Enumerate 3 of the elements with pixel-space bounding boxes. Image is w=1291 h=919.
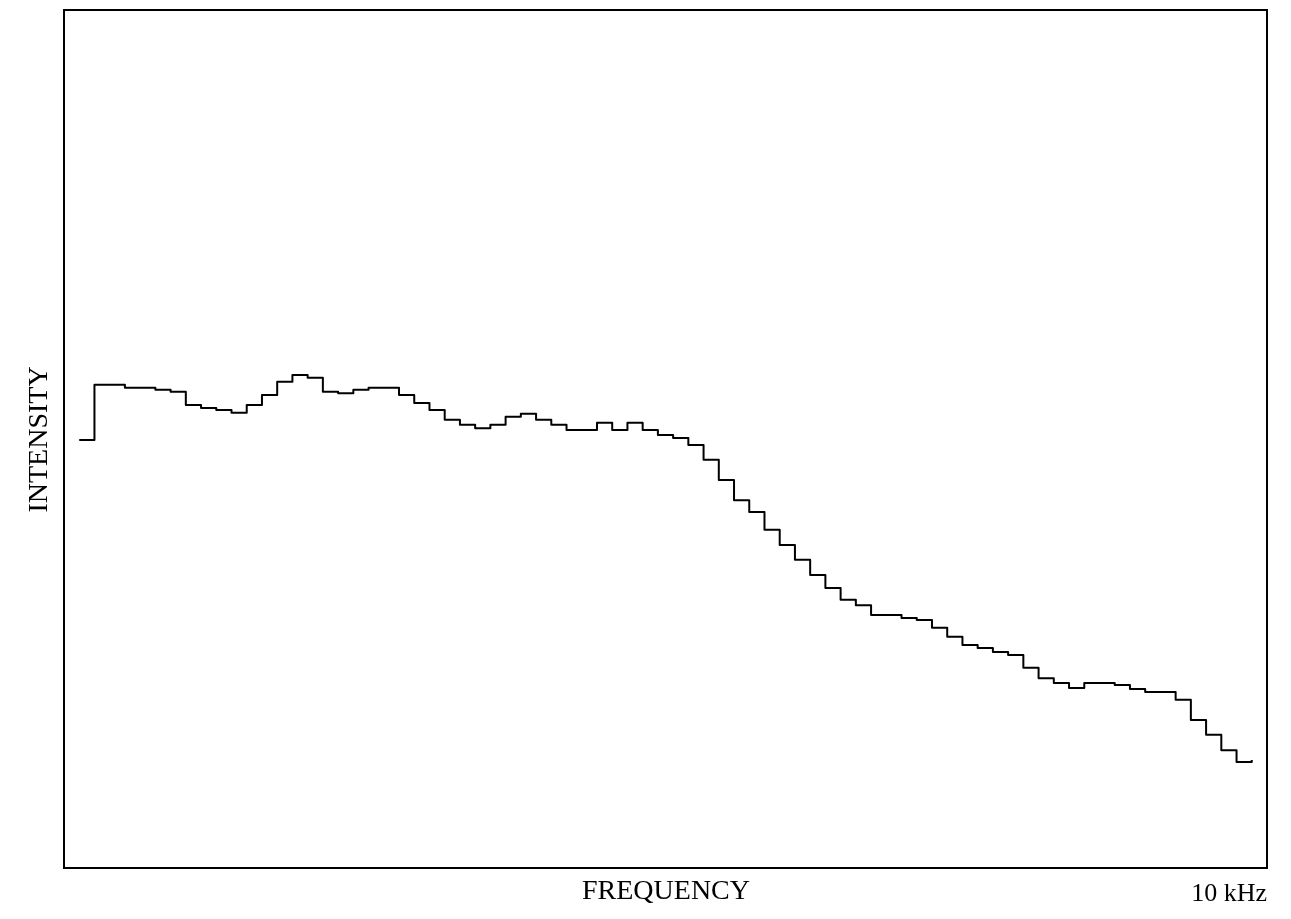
x-axis-title: FREQUENCY: [581, 873, 751, 905]
text: 10 kHz: [1191, 878, 1267, 907]
y-axis-title: INTENSITY: [21, 366, 53, 513]
